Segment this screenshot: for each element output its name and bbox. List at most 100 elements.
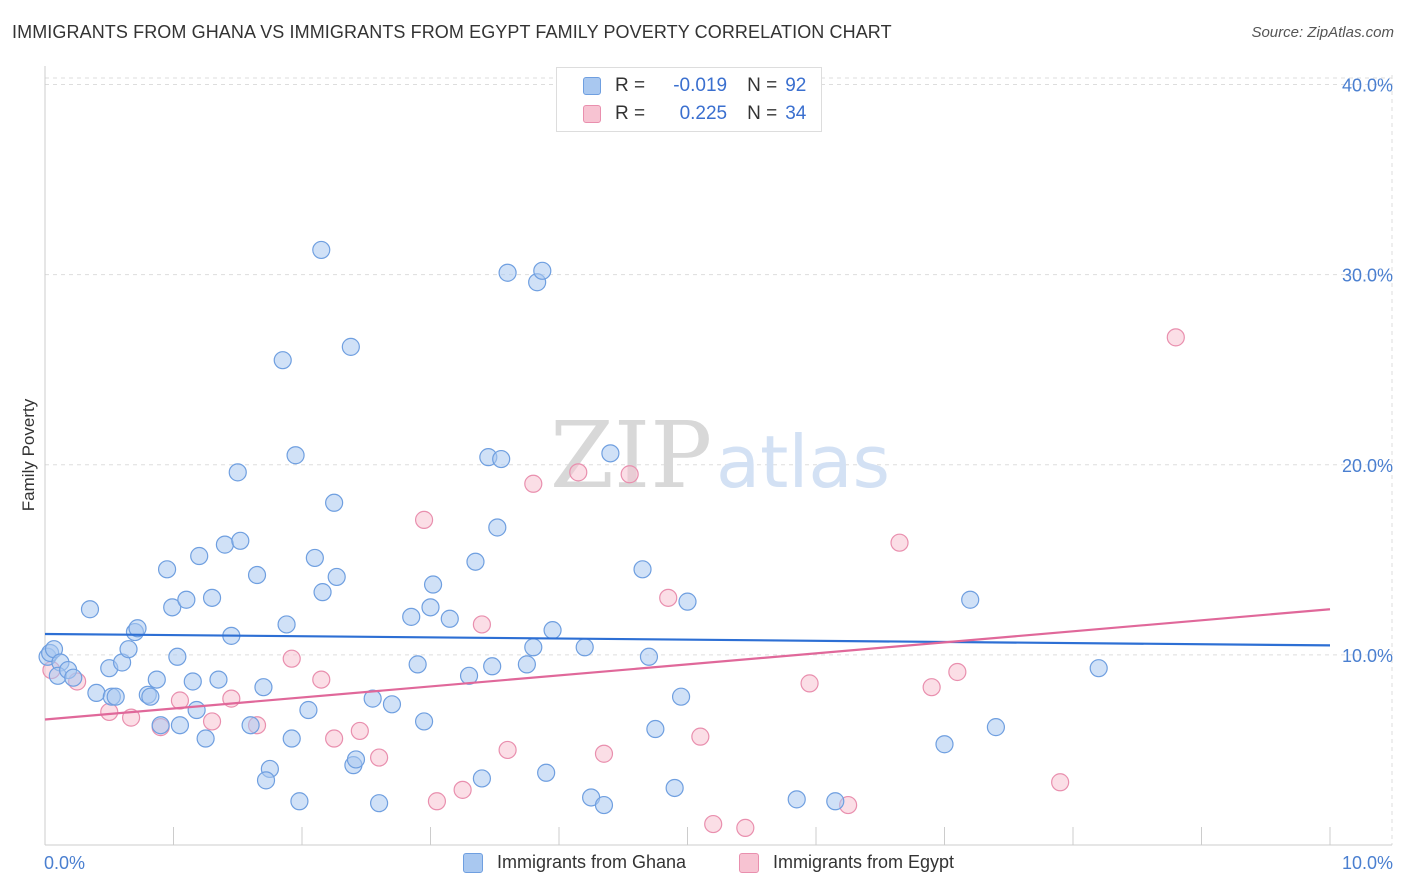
ghana-point [128,619,147,638]
ghana-point [168,647,187,666]
ghana-point [533,261,552,280]
legend-n-value: 92 [785,75,807,96]
ghana-point [472,769,491,788]
ghana-point [498,263,517,282]
egypt-point [1051,773,1070,792]
egypt-point [569,463,588,482]
ghana-point [492,449,511,469]
ghana-point [488,518,507,537]
egypt-point [736,818,755,837]
ghana-point [524,638,543,657]
ghana-point [961,590,980,609]
legend-n-label: N = [747,75,778,96]
ghana-point [209,670,228,689]
legend-item-egypt: Immigrants from Egypt [739,852,954,873]
x-tick-label: 10.0% [1342,853,1393,873]
egypt-point [498,740,517,760]
ghana-point [299,700,318,720]
ghana-point [671,687,691,706]
ghana-point [286,446,305,465]
ghana-point [177,590,196,609]
egypt-point [524,474,543,493]
egypt-point [704,814,723,834]
ghana-point [421,598,440,617]
ghana-point [119,640,138,659]
egypt-point [100,702,119,722]
y-tick-label: 20.0% [1342,456,1393,476]
ghana-point [305,548,324,568]
ghana-point [190,546,209,566]
egypt-point [691,727,710,746]
ghana-point [346,750,366,769]
egypt-point [427,792,447,811]
ghana-point [575,638,594,657]
ghana-point [986,718,1006,737]
ghana-point [87,683,106,703]
ghana-point [141,687,160,706]
ghana-point [440,609,459,628]
ghana-point [327,567,346,587]
ghana-point [157,560,177,579]
egypt-point [312,670,331,689]
egypt-point [620,465,639,484]
legend-r-label: R = [615,75,646,96]
ghana-point [665,778,684,798]
legend-row-ghana: R = -0.019 N = 92 [583,73,806,99]
legend-r-value: -0.019 [673,75,728,96]
series-legend: Immigrants from Ghana Immigrants from Eg… [0,852,1406,878]
ghana-point [228,463,247,482]
ghana-point [313,583,332,602]
ghana-point [170,716,190,735]
egypt-point [370,748,389,767]
egypt-point [282,649,301,668]
ghana-point [256,771,276,790]
ghana-point [826,792,845,811]
watermark: ZIP atlas [550,402,890,509]
ghana-point [147,670,166,689]
source-note: Source: ZipAtlas.com [1251,24,1394,41]
x-tick-label: 0.0% [44,853,85,873]
legend-item-ghana: Immigrants from Ghana [463,852,686,873]
ghana-point [183,672,202,691]
ghana-point [202,588,222,607]
egypt-point [325,729,344,748]
ghana-point [341,337,360,356]
ghana-point [466,552,485,571]
tick-labels: 10.0% 20.0% 30.0% 40.0% 0.0% 10.0% [44,76,1393,873]
legend-label-egypt: Immigrants from Egypt [773,852,955,872]
trendlines [44,608,1331,721]
legend-swatch-egypt [583,105,601,123]
ghana-point [247,565,267,585]
ghana-point [517,655,536,674]
ghana-point [231,531,250,550]
ghana-point [408,655,427,674]
egypt-point [890,533,909,552]
legend-r-label: R = [615,103,646,124]
ghana-point [312,240,331,260]
ghana-point [187,700,206,720]
ghana-point [215,535,234,554]
ghana-point [601,444,620,463]
ghana-point [537,763,556,782]
legend-n-label: N = [747,103,778,124]
ghana-point [414,712,434,731]
egypt-point [350,721,369,741]
legend-n-value: 34 [785,103,807,124]
axes [44,66,1392,846]
egypt-point [594,744,614,763]
ghana-points [38,240,1108,815]
ghana-point [163,598,182,617]
egypt-trendline [44,608,1331,721]
legend-r-value: 0.225 [679,103,728,124]
ghana-point [106,687,125,706]
egypt-point [948,662,967,682]
ghana-point [196,729,215,748]
chart-title: IMMIGRANTS FROM GHANA VS IMMIGRANTS FROM… [12,22,892,42]
y-tick-label: 30.0% [1342,266,1393,286]
ghana-point [80,600,100,619]
ghana-point [363,689,382,708]
ghana-point [370,794,389,813]
ghana-point [543,621,562,640]
ghana-point [633,560,652,579]
